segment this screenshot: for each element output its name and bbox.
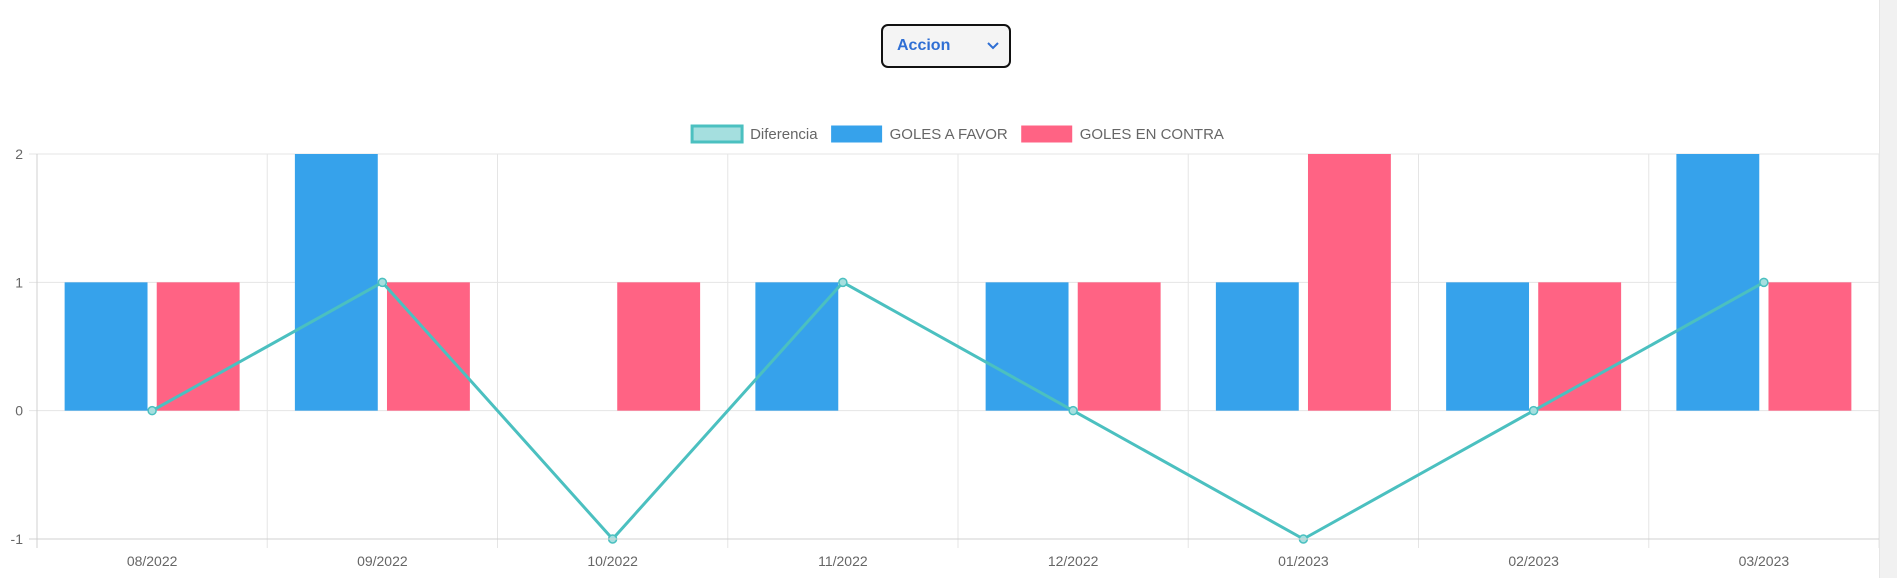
point-diferencia <box>147 405 157 416</box>
chart-line <box>147 277 1769 544</box>
point-diferencia <box>1528 405 1539 416</box>
legend-label-goles-en-contra[interactable]: GOLES EN CONTRA <box>1080 126 1224 143</box>
filter-dropdown[interactable]: Accion <box>881 24 1011 68</box>
legend-label-diferencia[interactable]: Diferencia <box>750 126 818 143</box>
line-diferencia <box>151 280 1765 541</box>
y-tick-label: -1 <box>11 531 24 547</box>
bar-goles-en-contra <box>1307 154 1391 411</box>
chart-bars <box>64 154 1852 411</box>
x-tick-label: 11/2022 <box>818 553 868 569</box>
bar-goles-a-favor <box>64 282 148 411</box>
x-tick-label: 02/2023 <box>1508 553 1559 569</box>
chart-legend: Diferencia GOLES A FAVOR GOLES EN CONTRA <box>690 124 1224 144</box>
bar-goles-en-contra <box>156 282 240 411</box>
bar-goles-a-favor <box>985 282 1069 411</box>
bar-goles-en-contra <box>1768 282 1852 411</box>
legend-label-goles-a-favor[interactable]: GOLES A FAVOR <box>890 126 1008 143</box>
point-diferencia <box>377 277 388 288</box>
bar-goles-a-favor <box>1446 282 1530 411</box>
x-tick-label: 03/2023 <box>1739 553 1790 569</box>
bar-goles-a-favor <box>294 154 378 411</box>
point-diferencia <box>1759 277 1769 288</box>
bar-goles-a-favor <box>1215 282 1299 411</box>
point-diferencia <box>1068 405 1078 416</box>
x-tick-label: 08/2022 <box>127 553 178 569</box>
chevron-down-icon <box>987 40 999 52</box>
bar-goles-a-favor <box>1676 154 1760 411</box>
point-diferencia <box>838 277 848 288</box>
bar-goles-en-contra <box>1538 282 1622 411</box>
page-scrollbar[interactable] <box>1879 0 1897 578</box>
legend-swatch-goles-a-favor[interactable] <box>831 125 883 143</box>
x-tick-label: 12/2022 <box>1048 553 1099 569</box>
x-tick-label: 01/2023 <box>1278 553 1329 569</box>
x-tick-label: 10/2022 <box>587 553 638 569</box>
y-tick-label: 0 <box>15 403 23 419</box>
y-tick-label: 2 <box>15 146 23 162</box>
filter-dropdown-value: Accion <box>897 37 951 54</box>
legend-swatch-goles-en-contra[interactable] <box>1021 125 1073 143</box>
bar-goles-en-contra <box>1077 282 1161 411</box>
x-tick-label: 09/2022 <box>357 553 408 569</box>
y-tick-label: 1 <box>15 274 23 290</box>
chart-axes: 2 1 0 -1 08/2022 09/2022 10/2022 11/2022 12/2022… <box>11 146 1879 569</box>
legend-swatch-diferencia[interactable] <box>690 124 744 144</box>
bar-goles-en-contra <box>617 282 701 411</box>
